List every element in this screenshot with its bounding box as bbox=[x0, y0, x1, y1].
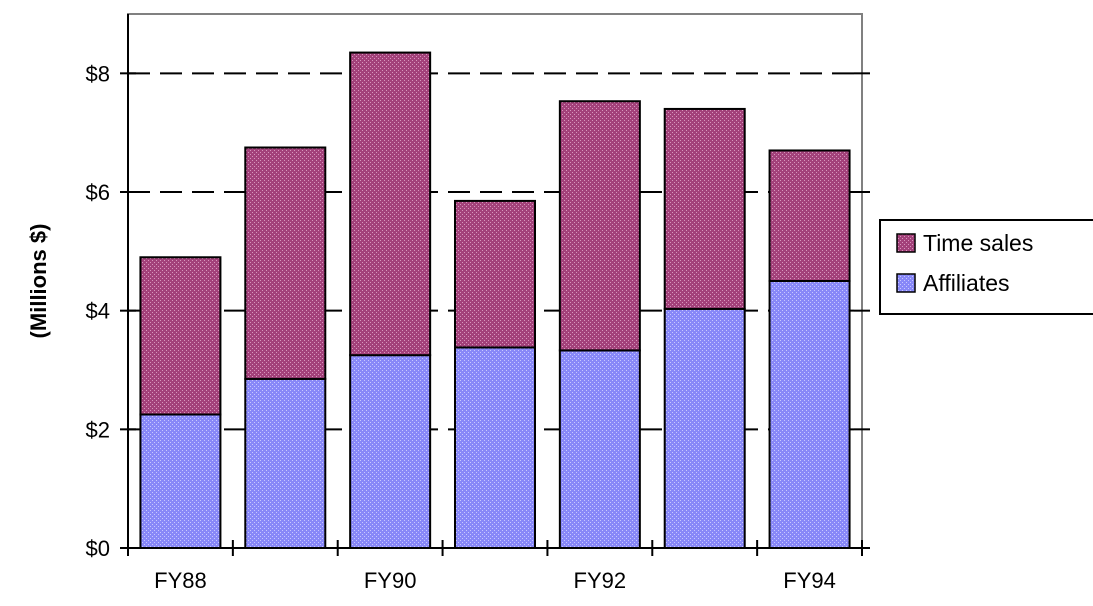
bar-time-sales-fy90 bbox=[349, 51, 432, 357]
bar-time-sales-fy92 bbox=[558, 100, 641, 352]
bar-time-sales-fy93 bbox=[663, 107, 746, 310]
y-tick-label-0: $0 bbox=[86, 536, 110, 561]
y-tick-label-4: $8 bbox=[86, 61, 110, 86]
axes bbox=[120, 14, 870, 556]
bar-time-sales-fy91 bbox=[454, 199, 536, 349]
bar-affiliates-fy90 bbox=[349, 354, 432, 549]
bar-time-sales-fy94 bbox=[768, 149, 851, 282]
y-tick-label-2: $4 bbox=[86, 299, 110, 324]
x-tick-label-fy94: FY94 bbox=[783, 568, 836, 593]
legend-label-time-sales: Time sales bbox=[923, 230, 1033, 256]
legend-swatch-time-sales bbox=[896, 233, 916, 253]
y-axis-label: (Millions $) bbox=[26, 224, 51, 339]
bar-affiliates-fy93 bbox=[663, 307, 746, 549]
x-tick-labels: FY88 FY90 FY92 FY94 bbox=[154, 568, 836, 593]
bar-affiliates-fy88 bbox=[139, 413, 222, 549]
bars bbox=[139, 51, 851, 550]
bar-affiliates-fy94 bbox=[768, 280, 851, 549]
bar-affiliates-fy89 bbox=[244, 377, 327, 549]
legend: Time sales Affiliates bbox=[879, 219, 1093, 315]
bar-time-sales-fy89 bbox=[244, 146, 327, 380]
x-tick-label-fy90: FY90 bbox=[364, 568, 417, 593]
y-tick-label-1: $2 bbox=[86, 417, 110, 442]
y-tick-labels: $0 $2 $4 $6 $8 bbox=[86, 61, 110, 561]
x-tick-label-fy92: FY92 bbox=[574, 568, 627, 593]
y-tick-label-3: $6 bbox=[86, 180, 110, 205]
bar-affiliates-fy92 bbox=[558, 349, 641, 550]
legend-label-affiliates: Affiliates bbox=[923, 270, 1010, 296]
x-tick-label-fy88: FY88 bbox=[154, 568, 207, 593]
bar-affiliates-fy91 bbox=[454, 346, 536, 549]
bar-time-sales-fy88 bbox=[139, 256, 222, 416]
legend-swatch-affiliates bbox=[896, 273, 916, 293]
